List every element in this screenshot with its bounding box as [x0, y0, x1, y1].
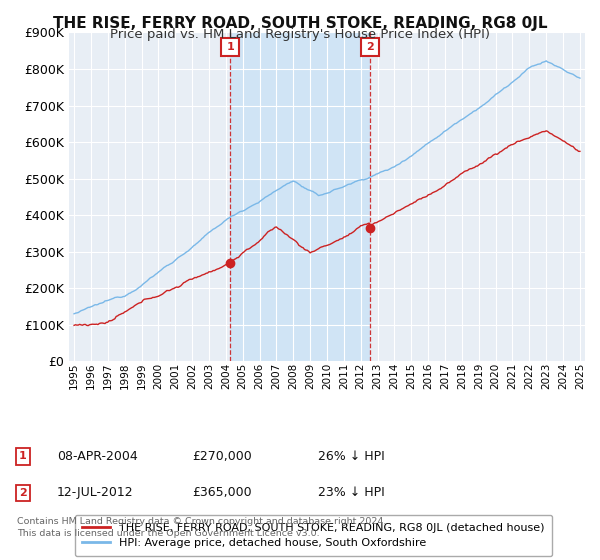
Text: 12-JUL-2012: 12-JUL-2012 [57, 486, 134, 500]
Text: 23% ↓ HPI: 23% ↓ HPI [318, 486, 385, 500]
Text: Contains HM Land Registry data © Crown copyright and database right 2024.: Contains HM Land Registry data © Crown c… [17, 517, 386, 526]
Text: 26% ↓ HPI: 26% ↓ HPI [318, 450, 385, 463]
Text: 2: 2 [366, 42, 374, 52]
Text: 2: 2 [19, 488, 26, 498]
Text: 1: 1 [19, 451, 26, 461]
Text: 08-APR-2004: 08-APR-2004 [57, 450, 138, 463]
Text: THE RISE, FERRY ROAD, SOUTH STOKE, READING, RG8 0JL: THE RISE, FERRY ROAD, SOUTH STOKE, READI… [53, 16, 547, 31]
Text: This data is licensed under the Open Government Licence v3.0.: This data is licensed under the Open Gov… [17, 529, 319, 538]
Text: 1: 1 [227, 42, 234, 52]
Legend: THE RISE, FERRY ROAD, SOUTH STOKE, READING, RG8 0JL (detached house), HPI: Avera: THE RISE, FERRY ROAD, SOUTH STOKE, READI… [74, 515, 552, 556]
Text: £365,000: £365,000 [192, 486, 251, 500]
Bar [230, 32, 370, 361]
Text: Price paid vs. HM Land Registry's House Price Index (HPI): Price paid vs. HM Land Registry's House … [110, 28, 490, 41]
Text: £270,000: £270,000 [192, 450, 252, 463]
